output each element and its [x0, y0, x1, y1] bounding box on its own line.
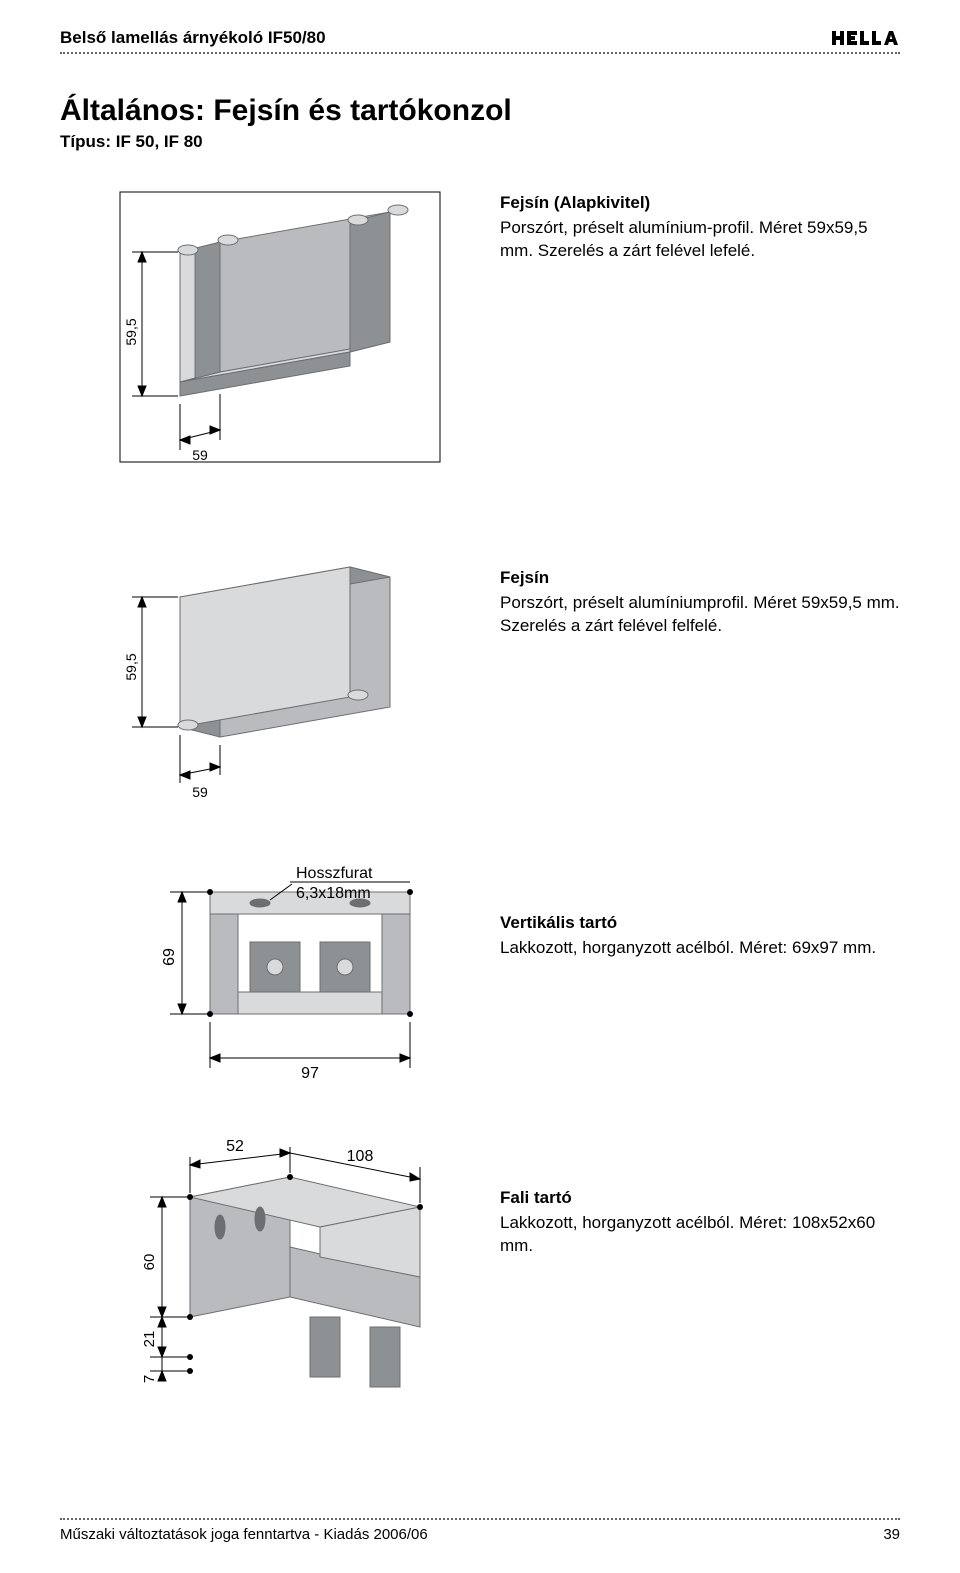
item-title: Fejsín (Alapkivitel): [500, 192, 900, 215]
dim-label: 52: [226, 1138, 244, 1155]
item-row: 52 108 60 21 7: [60, 1127, 900, 1432]
dim-label: 59: [192, 447, 208, 463]
dim-label: 97: [301, 1065, 319, 1082]
header-divider: [60, 52, 900, 54]
dim-label: 59: [192, 784, 208, 800]
footer-text: Műszaki változtatások joga fenntartva - …: [60, 1526, 428, 1543]
footer-divider: [60, 1518, 900, 1520]
item-title: Fali tartó: [500, 1187, 900, 1210]
dim-label: 60: [141, 1254, 158, 1271]
dim-label: 69: [161, 948, 178, 966]
header-title: Belső lamellás árnyékoló IF50/80: [60, 28, 326, 48]
item-title: Vertikális tartó: [500, 912, 900, 935]
diagram-vertical-bracket: Hosszfurat 6,3x18mm 69 97: [60, 842, 490, 1107]
page-footer: Műszaki változtatások joga fenntartva - …: [60, 1518, 900, 1543]
dim-label: 21: [141, 1331, 158, 1348]
slot-label-bottom: 6,3x18mm: [296, 885, 371, 902]
page-subtitle: Típus: IF 50, IF 80: [60, 132, 900, 152]
diagram-headrail-open-top: 59,5 59: [60, 182, 490, 497]
item-row: 59,5 59 Fejsín Porszórt, préselt alumíni…: [60, 517, 900, 822]
item-row: 59,5 59 Fejsín (Alapkivitel) Porszórt, p…: [60, 182, 900, 497]
item-desc: Lakkozott, horganyzott acélból. Méret: 1…: [500, 1212, 900, 1258]
item-text: Vertikális tartó Lakkozott, horganyzott …: [490, 842, 900, 960]
diagram-wall-bracket: 52 108 60 21 7: [60, 1127, 490, 1432]
brand-logo: [832, 29, 900, 47]
page-header: Belső lamellás árnyékoló IF50/80: [60, 28, 900, 50]
dim-label: 108: [347, 1148, 374, 1165]
dim-label: 7: [141, 1375, 158, 1383]
item-text: Fali tartó Lakkozott, horganyzott acélbó…: [490, 1127, 900, 1258]
page-title: Általános: Fejsín és tartókonzol: [60, 94, 900, 128]
item-row: Hosszfurat 6,3x18mm 69 97 Ve: [60, 842, 900, 1107]
diagram-headrail-open-bottom: 59,5 59: [60, 517, 490, 822]
item-desc: Porszórt, préselt alumíniumprofil. Méret…: [500, 592, 900, 638]
item-desc: Porszórt, préselt alumínium-profil. Mére…: [500, 217, 900, 263]
item-text: Fejsín (Alapkivitel) Porszórt, préselt a…: [490, 182, 900, 263]
slot-label-top: Hosszfurat: [296, 865, 373, 882]
item-title: Fejsín: [500, 567, 900, 590]
item-text: Fejsín Porszórt, préselt alumíniumprofil…: [490, 517, 900, 638]
dim-label: 59,5: [123, 318, 139, 345]
dim-label: 59,5: [123, 653, 139, 680]
page-number: 39: [883, 1526, 900, 1543]
item-desc: Lakkozott, horganyzott acélból. Méret: 6…: [500, 937, 900, 960]
